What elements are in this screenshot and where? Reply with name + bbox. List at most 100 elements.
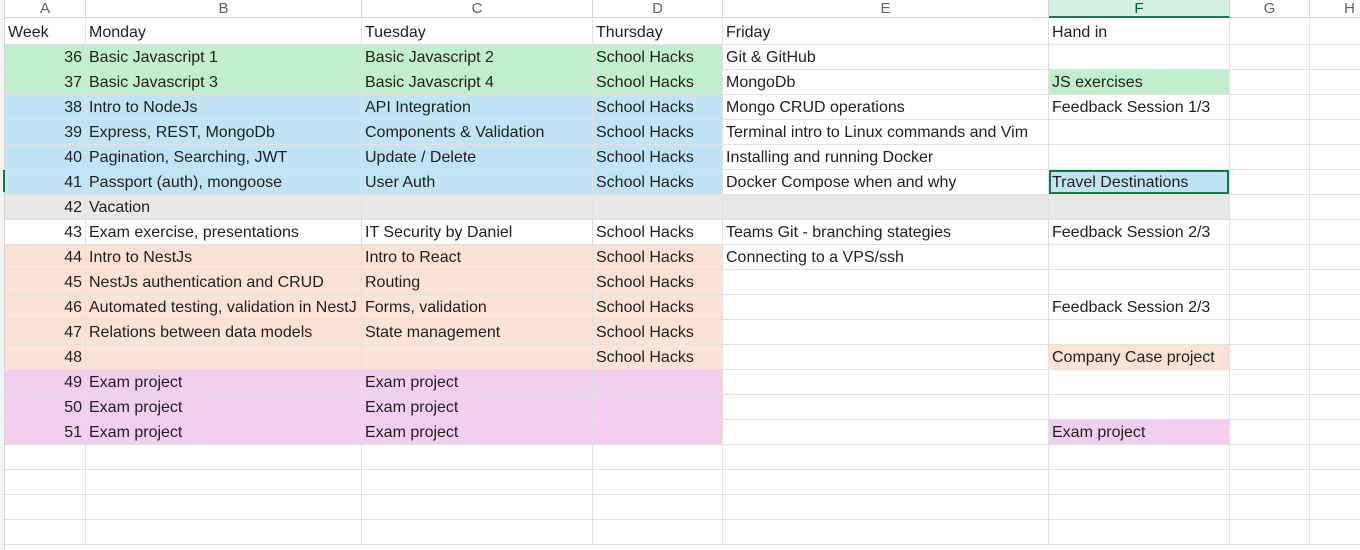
tuesday-cell[interactable]: Update / Delete <box>362 145 593 170</box>
tuesday-cell[interactable]: Routing <box>362 270 593 295</box>
header-cell-tuesday[interactable]: Tuesday <box>362 20 593 45</box>
tuesday-cell[interactable]: IT Security by Daniel <box>362 220 593 245</box>
empty-cell[interactable] <box>362 520 593 545</box>
monday-cell[interactable] <box>86 345 362 370</box>
empty-cell[interactable] <box>1230 445 1310 470</box>
hand-in-cell[interactable]: Feedback Session 1/3 <box>1049 95 1230 120</box>
monday-cell[interactable]: Basic Javascript 1 <box>86 45 362 70</box>
empty-cell[interactable] <box>1310 20 1360 45</box>
monday-cell[interactable]: Vacation <box>86 195 362 220</box>
hand-in-cell[interactable] <box>1049 45 1230 70</box>
empty-cell[interactable] <box>1310 70 1360 95</box>
friday-cell[interactable]: Installing and running Docker <box>723 145 1049 170</box>
thursday-cell[interactable]: School Hacks <box>593 345 723 370</box>
week-cell[interactable]: 40 <box>5 145 86 170</box>
tuesday-cell[interactable]: User Auth <box>362 170 593 195</box>
empty-cell[interactable] <box>1310 420 1360 445</box>
header-cell-hand-in[interactable]: Hand in <box>1049 20 1230 45</box>
thursday-cell[interactable]: School Hacks <box>593 220 723 245</box>
hand-in-cell[interactable] <box>1049 370 1230 395</box>
week-cell[interactable]: 48 <box>5 345 86 370</box>
hand-in-cell[interactable] <box>1049 395 1230 420</box>
thursday-cell[interactable]: School Hacks <box>593 320 723 345</box>
empty-cell[interactable] <box>1310 270 1360 295</box>
monday-cell[interactable]: Exam exercise, presentations <box>86 220 362 245</box>
friday-cell[interactable]: Git & GitHub <box>723 45 1049 70</box>
empty-cell[interactable] <box>362 470 593 495</box>
hand-in-cell[interactable] <box>1049 320 1230 345</box>
thursday-cell[interactable]: School Hacks <box>593 170 723 195</box>
tuesday-cell[interactable]: State management <box>362 320 593 345</box>
tuesday-cell[interactable]: Components & Validation <box>362 120 593 145</box>
hand-in-cell[interactable]: JS exercises <box>1049 70 1230 95</box>
friday-cell[interactable]: Mongo CRUD operations <box>723 95 1049 120</box>
friday-cell[interactable] <box>723 345 1049 370</box>
tuesday-cell[interactable] <box>362 345 593 370</box>
empty-cell[interactable] <box>1310 170 1360 195</box>
column-header-c[interactable]: C <box>362 0 593 18</box>
thursday-cell[interactable]: School Hacks <box>593 95 723 120</box>
friday-cell[interactable]: MongoDb <box>723 70 1049 95</box>
empty-cell[interactable] <box>1230 420 1310 445</box>
tuesday-cell[interactable]: Forms, validation <box>362 295 593 320</box>
empty-cell[interactable] <box>86 445 362 470</box>
hand-in-cell[interactable] <box>1049 145 1230 170</box>
empty-cell[interactable] <box>1310 195 1360 220</box>
friday-cell[interactable] <box>723 395 1049 420</box>
monday-cell[interactable]: Basic Javascript 3 <box>86 70 362 95</box>
thursday-cell[interactable]: School Hacks <box>593 245 723 270</box>
empty-cell[interactable] <box>1310 395 1360 420</box>
empty-cell[interactable] <box>1310 45 1360 70</box>
monday-cell[interactable]: Express, REST, MongoDb <box>86 120 362 145</box>
empty-cell[interactable] <box>1230 520 1310 545</box>
week-cell[interactable]: 47 <box>5 320 86 345</box>
empty-cell[interactable] <box>86 470 362 495</box>
empty-cell[interactable] <box>723 495 1049 520</box>
empty-cell[interactable] <box>1049 470 1230 495</box>
empty-cell[interactable] <box>1230 345 1310 370</box>
empty-cell[interactable] <box>5 445 86 470</box>
week-cell[interactable]: 36 <box>5 45 86 70</box>
header-cell-monday[interactable]: Monday <box>86 20 362 45</box>
friday-cell[interactable] <box>723 270 1049 295</box>
empty-cell[interactable] <box>5 470 86 495</box>
column-header-g[interactable]: G <box>1230 0 1310 18</box>
empty-cell[interactable] <box>723 470 1049 495</box>
empty-cell[interactable] <box>723 445 1049 470</box>
monday-cell[interactable]: Exam project <box>86 370 362 395</box>
week-cell[interactable]: 51 <box>5 420 86 445</box>
hand-in-cell[interactable] <box>1049 195 1230 220</box>
thursday-cell[interactable]: School Hacks <box>593 270 723 295</box>
column-header-d[interactable]: D <box>593 0 723 18</box>
column-header-e[interactable]: E <box>723 0 1049 18</box>
empty-cell[interactable] <box>1230 70 1310 95</box>
empty-cell[interactable] <box>1310 295 1360 320</box>
week-cell[interactable]: 42 <box>5 195 86 220</box>
empty-cell[interactable] <box>1310 345 1360 370</box>
empty-cell[interactable] <box>1230 20 1310 45</box>
empty-cell[interactable] <box>1230 245 1310 270</box>
empty-cell[interactable] <box>1230 270 1310 295</box>
tuesday-cell[interactable]: API Integration <box>362 95 593 120</box>
empty-cell[interactable] <box>1310 520 1360 545</box>
empty-cell[interactable] <box>5 520 86 545</box>
week-cell[interactable]: 49 <box>5 370 86 395</box>
tuesday-cell[interactable] <box>362 195 593 220</box>
empty-cell[interactable] <box>1230 95 1310 120</box>
thursday-cell[interactable] <box>593 195 723 220</box>
week-cell[interactable]: 41 <box>5 170 86 195</box>
thursday-cell[interactable] <box>593 395 723 420</box>
header-cell-week[interactable]: Week <box>5 20 86 45</box>
empty-cell[interactable] <box>1310 495 1360 520</box>
empty-cell[interactable] <box>1310 470 1360 495</box>
active-cell-f7[interactable]: Travel Destinations <box>1049 170 1230 195</box>
monday-cell[interactable]: Relations between data models <box>86 320 362 345</box>
monday-cell[interactable]: Passport (auth), mongoose <box>86 170 362 195</box>
monday-cell[interactable]: Pagination, Searching, JWT <box>86 145 362 170</box>
empty-cell[interactable] <box>1310 245 1360 270</box>
empty-cell[interactable] <box>1310 95 1360 120</box>
tuesday-cell[interactable]: Basic Javascript 4 <box>362 70 593 95</box>
monday-cell[interactable]: Exam project <box>86 395 362 420</box>
friday-cell[interactable]: Docker Compose when and why <box>723 170 1049 195</box>
